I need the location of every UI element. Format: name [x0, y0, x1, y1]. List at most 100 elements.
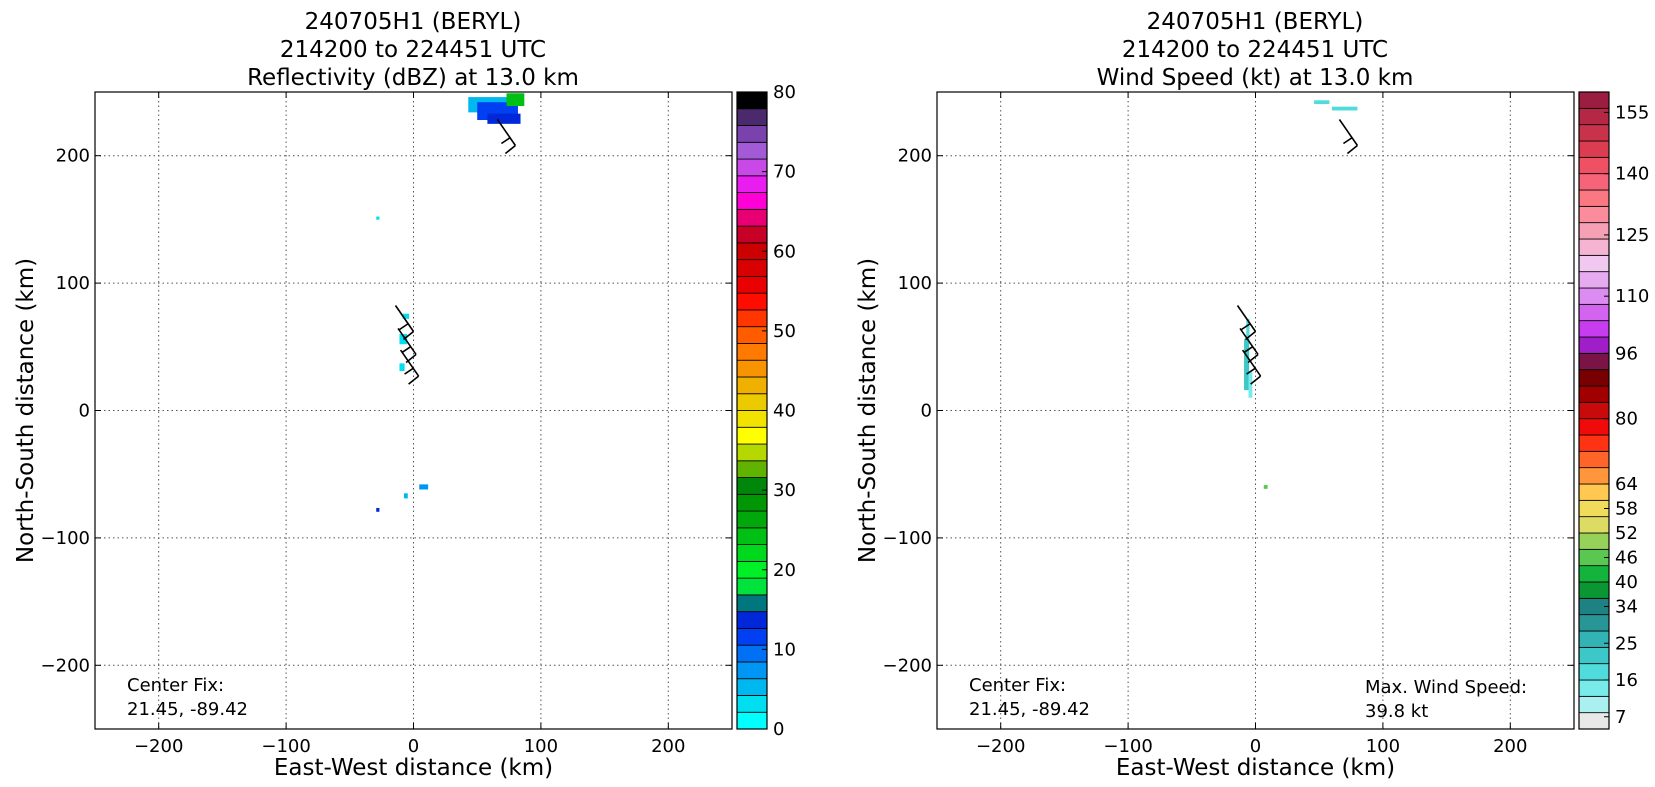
colorbar-swatch-34 [1578, 156, 1610, 175]
colorbar-tick-label: 0 [773, 719, 784, 740]
wind-barb-staff [496, 119, 517, 146]
colorbar-swatch-15 [1578, 467, 1610, 485]
y-tick-label: 200 [56, 146, 90, 167]
colorbar-tick-label: 70 [773, 162, 796, 183]
colorbar-swatch-21 [736, 359, 768, 378]
colorbar-swatch-4 [736, 644, 768, 663]
y-tick-label: −200 [883, 655, 932, 676]
colorbar-swatch-27 [1578, 271, 1610, 289]
center-fix-value: 21.45, -89.42 [127, 699, 248, 720]
y-axis-label: North-South distance (km) [13, 258, 39, 563]
colorbar-swatch-8 [736, 577, 768, 596]
y-tick-label: 0 [79, 401, 90, 422]
wind-barb-flag [1346, 144, 1358, 155]
x-tick-label: 200 [1493, 736, 1527, 757]
colorbar-tick-label: 40 [1615, 572, 1638, 593]
colorbar-swatch-21 [1578, 369, 1610, 387]
colorbar-swatch-23 [736, 326, 768, 344]
echo-point-7 [399, 363, 405, 372]
colorbar-swatch-17 [736, 426, 768, 445]
colorbar-swatch-33 [736, 158, 768, 177]
colorbar-tick-label: 110 [1615, 286, 1649, 307]
colorbar-swatch-34 [736, 141, 768, 160]
x-tick-label: 0 [1250, 736, 1261, 757]
echo-point-5 [402, 313, 410, 319]
colorbar-swatch-11 [736, 527, 768, 546]
colorbar-swatch-28 [1578, 254, 1610, 273]
colorbar-swatch-2 [1578, 679, 1610, 697]
colorbar-swatch-6 [736, 611, 768, 629]
wind-barb-0 [496, 119, 517, 155]
colorbar-swatch-13 [736, 493, 768, 512]
x-tick-label: −200 [976, 736, 1025, 757]
colorbar-tick-label: 20 [773, 560, 796, 581]
wind-barb-staff [1239, 327, 1259, 355]
colorbar-tick-label: 25 [1615, 633, 1638, 654]
colorbar-swatch-30 [736, 208, 768, 227]
chart-title-line-2: 214200 to 224451 UTC [280, 37, 546, 63]
wind-barb-flag [399, 322, 409, 331]
colorbar-tick-label: 155 [1615, 102, 1649, 123]
colorbar-swatch-25 [736, 292, 768, 311]
wind-barb-flag [401, 345, 412, 354]
colorbar-swatch-3 [736, 661, 768, 680]
colorbar-swatch-38 [1578, 91, 1610, 109]
chart-title-line-3: Reflectivity (dBZ) at 13.0 km [247, 65, 579, 91]
colorbar-swatch-33 [1578, 173, 1610, 191]
wind-barb-3 [399, 349, 420, 385]
wind-barb-3 [1241, 349, 1262, 385]
y-tick-label: 200 [898, 146, 932, 167]
colorbar-swatch-0 [1578, 712, 1610, 730]
colorbar-tick-label: 34 [1615, 597, 1638, 618]
colorbar-swatch-36 [1578, 124, 1610, 142]
colorbar-swatch-19 [736, 393, 768, 411]
x-tick-label: 0 [408, 736, 419, 757]
colorbar-tick-label: 64 [1615, 474, 1638, 495]
colorbar-swatch-29 [736, 225, 768, 244]
colorbar-swatch-26 [736, 275, 768, 294]
wind-barb-flag [500, 136, 511, 145]
center-fix-label: Center Fix: [127, 675, 224, 696]
chart-title-line-1: 240705H1 (BERYL) [305, 9, 522, 35]
colorbar-tick-label: 30 [773, 480, 796, 501]
max-wind-label: Max. Wind Speed: [1365, 677, 1527, 698]
colorbar-swatch-5 [1578, 630, 1610, 648]
colorbar-swatch-14 [1578, 483, 1610, 501]
x-tick-label: 200 [651, 736, 685, 757]
x-tick-label: 100 [524, 736, 558, 757]
plot-area [937, 92, 1574, 729]
colorbar-tick-label: 52 [1615, 523, 1638, 544]
echo-point-1 [1331, 106, 1358, 111]
colorbar-tick-label: 46 [1615, 548, 1638, 569]
colorbar-swatch-27 [736, 259, 768, 277]
colorbar-frame [1578, 91, 1610, 730]
colorbar-tick-label: 96 [1615, 343, 1638, 364]
wind-barb-flag [408, 375, 420, 385]
colorbar-tick-label: 80 [1615, 409, 1638, 430]
echo-point-4 [376, 216, 380, 220]
colorbar-swatch-16 [1578, 450, 1610, 469]
colorbar-swatch-35 [736, 125, 768, 143]
colorbar-tick-label: 40 [773, 401, 796, 422]
colorbar-swatch-23 [1578, 336, 1610, 354]
wind-barb-staff [1241, 349, 1262, 377]
x-axis-label: East-West distance (km) [274, 755, 553, 781]
colorbar-swatch-12 [1578, 516, 1610, 534]
colorbar-tick-label: 7 [1615, 707, 1626, 728]
y-tick-label: −100 [41, 528, 90, 549]
colorbar-swatch-0 [736, 711, 768, 730]
echo-point-9 [403, 493, 408, 499]
colorbar-swatch-35 [1578, 140, 1610, 158]
colorbar-swatch-20 [736, 376, 768, 395]
y-tick-label: −100 [883, 528, 932, 549]
plot-area [95, 92, 732, 729]
colorbar-tick-label: 60 [773, 241, 796, 262]
wind-barb-flag [1241, 322, 1251, 331]
chart-panel-2: 240705H1 (BERYL)214200 to 224451 UTCWind… [855, 9, 1649, 781]
colorbar-swatch-32 [736, 175, 768, 193]
colorbar-swatch-2 [736, 678, 768, 696]
wind-barb-staff [1338, 119, 1359, 146]
wind-barb-flag [1250, 375, 1262, 385]
colorbar-swatch-7 [736, 594, 768, 613]
